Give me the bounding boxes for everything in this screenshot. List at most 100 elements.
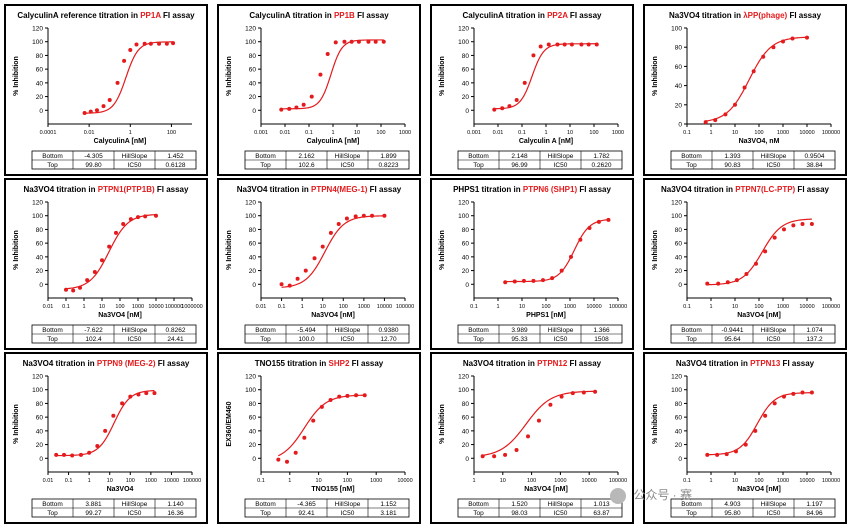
data-point xyxy=(521,278,526,283)
x-tick-label: 0.01 xyxy=(256,304,267,310)
y-tick-label: 100 xyxy=(245,213,256,220)
data-point xyxy=(751,69,756,74)
x-tick-label: 0.1 xyxy=(305,130,313,136)
x-tick-label: 10 xyxy=(107,478,113,484)
y-tick-label: 100 xyxy=(458,213,469,220)
y-tick-label: 80 xyxy=(675,45,683,52)
x-axis-label: Na3VO4 [nM] xyxy=(311,312,355,319)
data-point xyxy=(559,394,564,399)
x-tick-label: 0.1 xyxy=(683,304,691,310)
data-point xyxy=(107,98,112,102)
param-value: 1.013 xyxy=(593,501,610,508)
data-point xyxy=(763,413,768,418)
x-axis-label: PHPS1 [nM] xyxy=(526,312,566,319)
y-tick-label: 0 xyxy=(678,122,682,129)
data-point xyxy=(536,418,541,423)
param-value: 99.80 xyxy=(85,162,102,169)
y-tick-label: 80 xyxy=(462,227,470,234)
param-label: HillSlope xyxy=(761,153,787,160)
x-tick-label: 10000 xyxy=(397,478,412,484)
param-value: -0.9441 xyxy=(721,327,743,334)
data-point xyxy=(791,391,796,396)
data-point xyxy=(809,221,814,226)
param-value: 90.83 xyxy=(724,162,741,169)
y-tick-label: 0 xyxy=(39,456,43,463)
data-point xyxy=(136,215,140,220)
data-point xyxy=(287,106,292,111)
data-point xyxy=(723,112,728,117)
x-tick-label: 100000 xyxy=(822,304,840,310)
param-value: 1.452 xyxy=(167,153,184,160)
chart-svg: CalyculinA titration in PP2A FI assay 0 20… xyxy=(439,11,624,170)
param-value: 96.99 xyxy=(511,162,528,169)
data-point xyxy=(120,401,125,406)
data-point xyxy=(790,36,795,41)
fit-curve xyxy=(482,390,596,456)
x-tick-label: 100000 xyxy=(822,130,840,136)
chart-title-text: PHPS1 titration in xyxy=(453,185,523,194)
y-tick-label: 100 xyxy=(671,26,682,33)
x-tick-label: 1000 xyxy=(564,304,576,310)
x-tick-label: 100 xyxy=(754,130,763,136)
watermark-text: 公众号 · 赛 xyxy=(633,488,693,502)
data-point xyxy=(593,389,598,394)
data-point xyxy=(772,235,777,240)
y-tick-label: 40 xyxy=(462,80,470,87)
data-point xyxy=(724,452,729,457)
data-point xyxy=(157,41,162,46)
data-point xyxy=(143,214,148,219)
y-tick-label: 40 xyxy=(249,254,257,261)
y-tick-label: 80 xyxy=(462,401,470,408)
param-value: 95.80 xyxy=(724,510,741,517)
x-tick-label: 10000 xyxy=(799,130,814,136)
param-label: IC50 xyxy=(341,162,355,169)
x-tick-label: 100000 xyxy=(396,304,414,310)
chart-title-text: FI assay xyxy=(577,185,611,194)
param-label: IC50 xyxy=(767,510,781,517)
y-tick-label: 100 xyxy=(245,387,256,394)
param-value: 95.33 xyxy=(511,336,528,343)
chart-panel: PHPS1 titration in PTPN6 (SHP1) FI assay… xyxy=(430,178,634,350)
data-point xyxy=(356,39,361,44)
param-value: 102.4 xyxy=(85,336,102,343)
param-label: IC50 xyxy=(128,336,142,343)
param-label: Top xyxy=(47,162,58,169)
data-point xyxy=(342,39,347,44)
data-point xyxy=(742,85,747,90)
data-point xyxy=(772,401,777,406)
param-label: Top xyxy=(260,336,271,343)
x-tick-label: 0.1 xyxy=(683,478,691,484)
y-tick-label: 80 xyxy=(36,227,44,234)
data-point xyxy=(716,281,721,286)
x-tick-label: 0.1 xyxy=(62,304,70,310)
x-tick-label: 1 xyxy=(88,478,91,484)
chart-title-target: PTPN6 (SHP1) xyxy=(523,185,578,194)
x-tick-label: 10 xyxy=(99,304,105,310)
param-value: -4.365 xyxy=(297,501,316,508)
data-point xyxy=(514,98,519,102)
param-value: 16.36 xyxy=(167,510,184,517)
data-point xyxy=(101,104,106,109)
data-point xyxy=(781,39,785,44)
y-axis-label: % Inhibition xyxy=(652,230,659,270)
param-label: Bottom xyxy=(681,153,702,160)
x-tick-label: 0.01 xyxy=(43,304,54,310)
param-label: Top xyxy=(686,510,697,517)
x-tick-label: 10 xyxy=(732,304,738,310)
x-tick-label: 1 xyxy=(331,130,334,136)
param-label: Bottom xyxy=(255,153,276,160)
data-point xyxy=(586,42,591,47)
y-tick-label: 100 xyxy=(32,387,43,394)
param-value: 3.881 xyxy=(85,501,102,508)
y-tick-label: 60 xyxy=(36,415,44,422)
y-tick-label: 40 xyxy=(675,428,683,435)
data-point xyxy=(303,268,308,273)
data-point xyxy=(276,457,281,462)
x-tick-label: 0.01 xyxy=(493,130,504,136)
wechat-icon xyxy=(610,487,626,504)
chart-title-text: FI assay xyxy=(567,359,601,368)
x-tick-label: 1 xyxy=(288,478,291,484)
y-tick-label: 60 xyxy=(249,415,257,422)
param-label: Bottom xyxy=(681,501,702,508)
x-tick-label: 100 xyxy=(754,304,763,310)
